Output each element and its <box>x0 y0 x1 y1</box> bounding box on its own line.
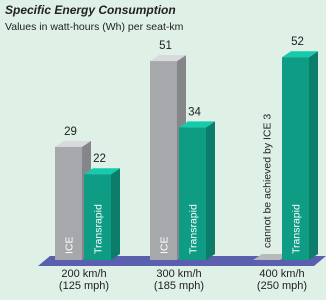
bar <box>179 127 206 261</box>
x-tick-label: 300 km/h <box>156 268 201 280</box>
empty-slot <box>253 254 289 260</box>
bar-side <box>206 121 215 261</box>
value-label: 34 <box>188 106 201 118</box>
x-tick-label: (125 mph) <box>59 280 109 292</box>
value-label: 51 <box>159 40 172 52</box>
bar <box>150 61 177 260</box>
chart-subtitle: Values in watt-hours (Wh) per seat-km <box>5 21 184 33</box>
x-tick-label: 200 km/h <box>61 268 106 280</box>
bar-top <box>55 140 91 147</box>
bar-side <box>111 168 120 260</box>
series-label: Transrapid <box>291 204 303 254</box>
bar <box>55 146 82 260</box>
value-label: 29 <box>64 126 77 138</box>
x-tick-label: (185 mph) <box>154 280 204 292</box>
series-label: Transrapid <box>188 204 200 254</box>
bar-top <box>84 168 120 175</box>
series-label: ICE <box>64 236 76 254</box>
bar <box>84 174 111 260</box>
annotation: cannot be achieved by ICE 3 <box>262 114 274 248</box>
x-tick-label: (250 mph) <box>257 280 307 292</box>
bar-top <box>282 51 318 58</box>
bar-top <box>179 121 215 128</box>
value-label: 22 <box>93 153 106 165</box>
chart-title: Specific Energy Consumption <box>5 3 176 17</box>
bar <box>282 57 309 261</box>
series-label: Transrapid <box>93 204 105 254</box>
bar-top <box>150 55 186 62</box>
value-label: 52 <box>291 36 304 48</box>
bar-side <box>309 51 318 261</box>
x-tick-label: 400 km/h <box>259 268 304 280</box>
series-label: ICE <box>159 236 171 254</box>
